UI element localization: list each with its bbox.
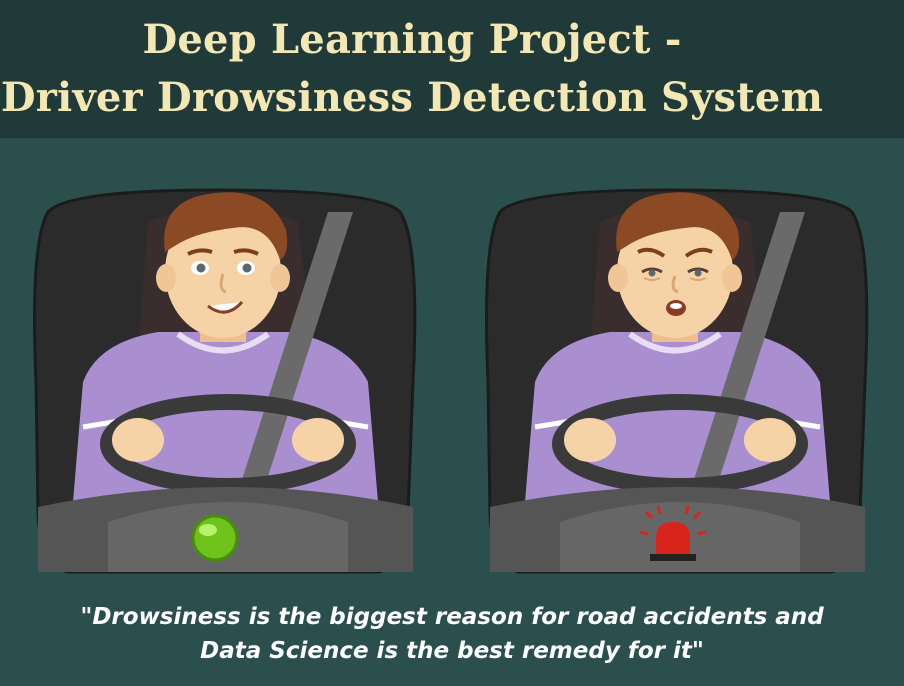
alert-driver-svg — [33, 188, 417, 574]
steering-wheel — [100, 394, 356, 494]
green-light-icon — [191, 514, 239, 562]
header-banner: Deep Learning Project - Driver Drowsines… — [0, 0, 904, 138]
alert-driver-illustration — [28, 182, 420, 584]
smile — [207, 300, 244, 314]
caption-line-2: Data Science is the best remedy for it" — [200, 638, 704, 664]
page-title-line-2: Driver Drowsiness Detection System — [0, 74, 824, 121]
page-title-line-1: Deep Learning Project - — [142, 16, 682, 63]
head — [165, 206, 281, 338]
seat-belt — [238, 212, 353, 492]
caption-quote: "Drowsiness is the biggest reason for ro… — [0, 600, 904, 668]
drowsy-driver-svg — [485, 188, 869, 574]
steering-wheel — [552, 394, 808, 494]
head — [617, 206, 733, 338]
seat-belt — [690, 212, 805, 492]
hair — [164, 192, 288, 260]
caption-line-1: "Drowsiness is the biggest reason for ro… — [80, 604, 824, 630]
drowsy-driver-illustration — [480, 182, 872, 584]
red-siren-icon — [639, 505, 707, 561]
hair — [616, 192, 740, 260]
